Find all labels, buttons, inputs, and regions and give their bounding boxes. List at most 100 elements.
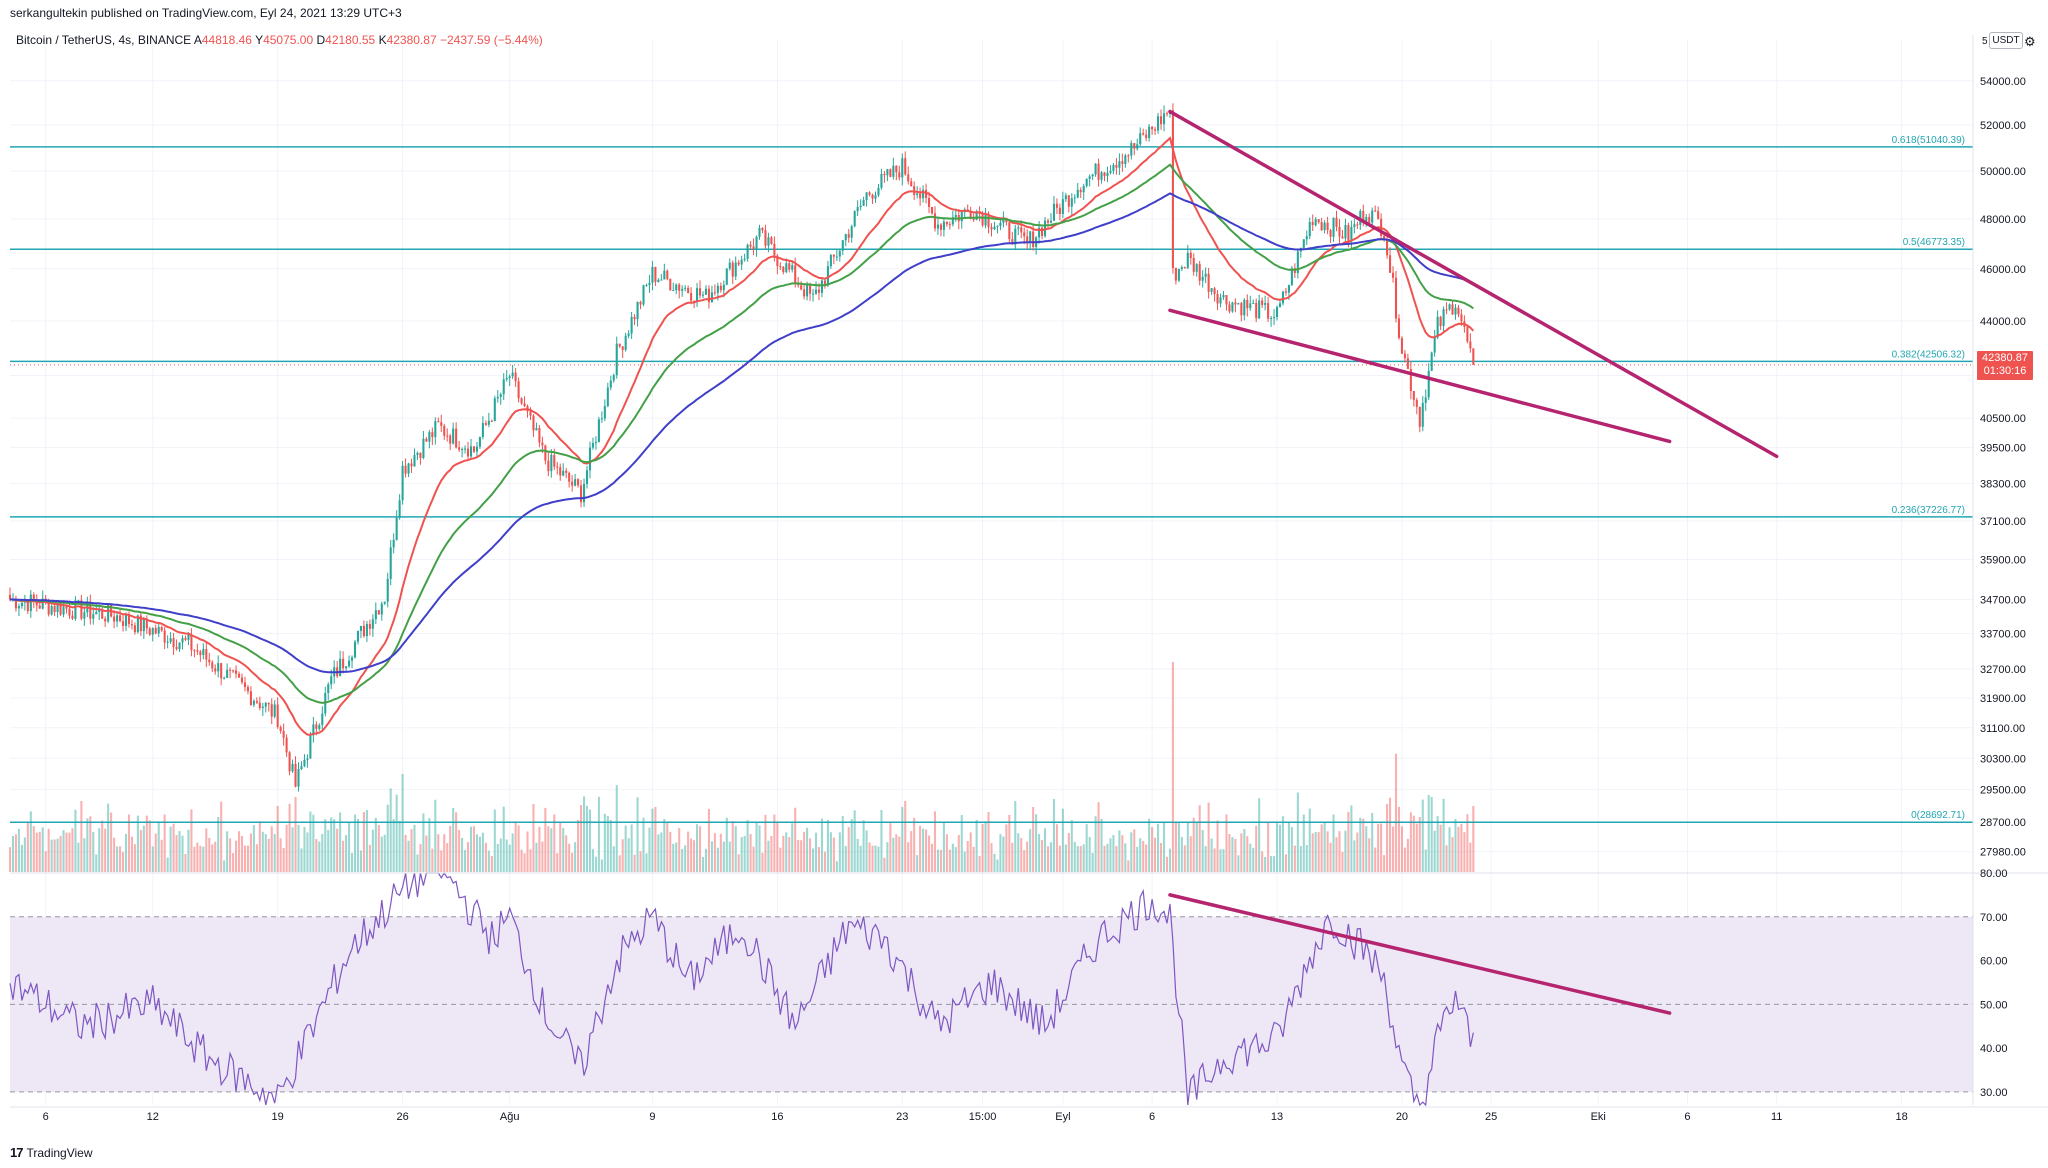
volume-bar (713, 833, 716, 872)
candle-body (1121, 161, 1124, 165)
candle-body (1347, 225, 1350, 242)
volume-bar (1249, 843, 1252, 872)
volume-bar (428, 818, 431, 872)
volume-bar (419, 844, 422, 872)
price-tick-label: 48000.00 (1980, 214, 2026, 226)
volume-bar (969, 832, 972, 872)
gear-icon[interactable]: ⚙ (2024, 34, 2036, 49)
candle-body (53, 605, 56, 613)
price-axis[interactable]: 54000.00 52000.00 50000.00 48000.00 46000.00… (10, 35, 2048, 1108)
candle-body (910, 181, 913, 187)
volume-bar (1103, 845, 1106, 872)
volume-bar (1448, 827, 1451, 872)
candle-body (437, 421, 440, 423)
candle-body (1460, 314, 1463, 322)
candle-body (59, 603, 62, 615)
volume-bar (582, 796, 586, 872)
candle-body (443, 425, 446, 436)
candle-body (1267, 303, 1270, 319)
candle-body (508, 376, 511, 378)
candle-body (785, 263, 788, 273)
volume-bar (148, 820, 151, 872)
volume-bar (936, 849, 940, 872)
candle-body (1008, 222, 1011, 240)
volume-bar (1225, 814, 1228, 872)
volume-bar (559, 821, 562, 872)
symbol-legend[interactable]: Bitcoin / TetherUS, 4s, BINANCE A44818.4… (16, 33, 543, 47)
candle-body (413, 454, 416, 467)
candle-body (1243, 299, 1246, 316)
volume-bar (1055, 824, 1058, 872)
volume-bar (1145, 844, 1148, 872)
volume-bar (957, 834, 960, 872)
candle-body (1377, 211, 1380, 219)
volume-bar (820, 818, 824, 872)
volume-bar (600, 859, 603, 872)
candle-body (1278, 303, 1282, 308)
tradingview-logo[interactable]: 17 TradingView (10, 1145, 93, 1160)
last-price-value: 42380.87 (1982, 351, 2028, 364)
volume-bar (853, 810, 856, 872)
candle-body (282, 730, 285, 738)
volume-bar (17, 828, 20, 872)
candle-body (1064, 195, 1067, 200)
volume-bar (1183, 845, 1186, 872)
candle-body (933, 213, 937, 229)
candle-body (1231, 302, 1234, 312)
volume-bar (1439, 824, 1442, 872)
volume-bar (1026, 841, 1029, 872)
candle-body (160, 627, 163, 631)
last-price-tag: 42380.87 01:30:16 (1977, 350, 2033, 380)
volume-bar (1115, 846, 1118, 872)
candle-body (809, 283, 812, 294)
volume-bars (8, 662, 1475, 872)
volume-bar (1216, 820, 1219, 872)
volume-bar (806, 827, 809, 872)
volume-bar (1148, 818, 1151, 872)
volume-bar (1317, 832, 1320, 872)
volume-bar (166, 857, 169, 872)
candle-body (919, 193, 922, 199)
candle-body (1281, 291, 1285, 304)
volume-bar (422, 813, 425, 872)
time-axis[interactable]: 6 12 19 26 Ağu 9 16 23 15:00 Eyl 6 13 20 25 Eki 6 11 18 (43, 1111, 1908, 1123)
candle-body (365, 624, 368, 637)
volume-bar (1391, 826, 1395, 872)
candle-body (1237, 303, 1240, 305)
candle-body (594, 442, 597, 444)
volume-bar (532, 804, 535, 872)
candle-body (258, 702, 261, 709)
volume-bar (731, 821, 734, 872)
volume-bar (133, 844, 136, 872)
volume-bar (121, 851, 125, 872)
candle-body (1397, 318, 1401, 339)
volume-bar (609, 819, 612, 872)
volume-bar (1335, 837, 1338, 872)
volume-bar (356, 818, 360, 872)
volume-bar (1451, 837, 1454, 872)
volume-bar (8, 847, 12, 872)
volume-bar (1058, 845, 1061, 872)
volume-bar (981, 824, 984, 872)
volume-bar (89, 816, 92, 872)
fib-level-label: 0.5(46773.35) (1903, 237, 1965, 248)
candle-body (1311, 221, 1314, 226)
volume-bar (847, 827, 850, 872)
currency-selector[interactable]: USDT (1989, 32, 2023, 49)
candlesticks (8, 103, 1475, 792)
candle-body (1189, 252, 1192, 258)
candle-body (1445, 309, 1448, 311)
volume-bar (916, 855, 919, 872)
volume-bar (461, 837, 464, 872)
volume-bar (1284, 854, 1287, 872)
candle-body (752, 246, 755, 249)
candle-body (701, 294, 705, 296)
candle-body (1225, 295, 1228, 305)
volume-bar (321, 833, 324, 872)
volume-bar (142, 825, 145, 872)
volume-bar (324, 819, 327, 872)
candle-body (371, 619, 374, 629)
volume-bar (1299, 846, 1302, 872)
volume-bar (588, 809, 592, 872)
